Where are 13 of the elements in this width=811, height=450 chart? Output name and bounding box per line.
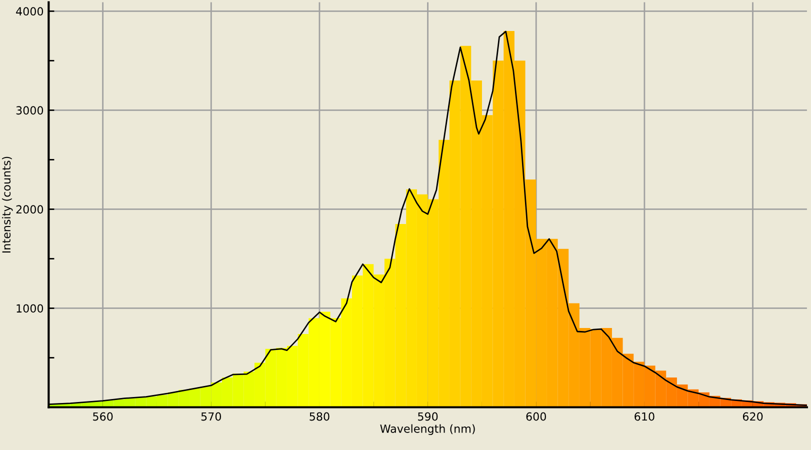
x-tick-label: 570	[201, 412, 222, 421]
x-tick-label: 610	[634, 412, 654, 421]
y-tick-label: 1000	[16, 304, 44, 313]
y-tick-label: 2000	[16, 205, 44, 214]
x-axis-title: Wavelength (nm)	[380, 424, 475, 436]
x-tick-label: 620	[742, 412, 763, 421]
x-tick-label: 600	[526, 412, 546, 421]
x-tick-label: 580	[310, 412, 330, 421]
y-tick-label: 4000	[16, 7, 44, 16]
y-axis-title: Intensity (counts)	[2, 156, 13, 253]
x-tick-label: 560	[93, 412, 113, 421]
y-tick-label: 3000	[16, 106, 44, 115]
x-tick-label: 590	[418, 412, 438, 421]
